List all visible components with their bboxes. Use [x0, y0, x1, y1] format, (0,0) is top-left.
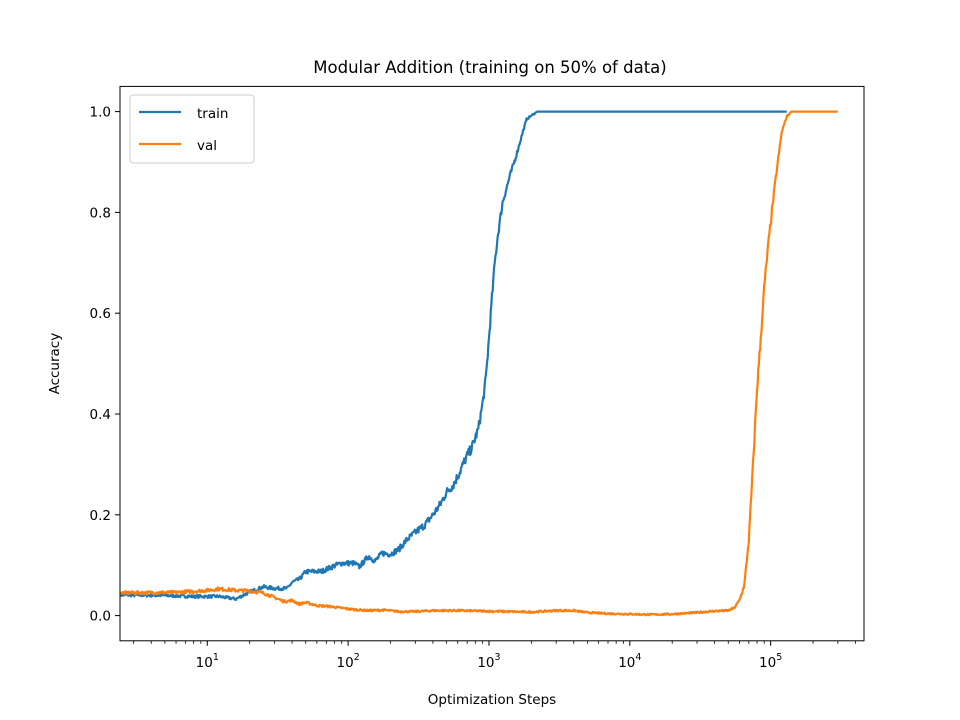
- y-tick-label: 0.6: [90, 306, 111, 322]
- plot-area: [119, 85, 865, 642]
- plot-frame: [119, 85, 865, 642]
- chart-title: Modular Addition (training on 50% of dat…: [313, 58, 666, 77]
- legend-label-val: val: [197, 138, 217, 154]
- legend-frame: [129, 94, 255, 164]
- x-tick-label: 105: [759, 652, 782, 671]
- y-tick-label: 1.0: [90, 105, 111, 121]
- y-tick-label: 0.2: [90, 508, 111, 524]
- x-axis-label: Optimization Steps: [428, 692, 556, 708]
- y-axis: 0.0 0.2 0.4 0.6 0.8 1.0: [90, 105, 120, 625]
- x-axis: 101 102 103 104 105: [133, 640, 856, 671]
- x-tick-label: 103: [477, 652, 500, 671]
- y-tick-label: 0.8: [90, 205, 111, 221]
- legend-label-train: train: [197, 106, 228, 122]
- y-tick-label: 0.4: [90, 407, 111, 423]
- x-tick-label: 102: [337, 652, 360, 671]
- x-tick-label: 104: [618, 652, 641, 671]
- series-line-train: [120, 110, 788, 601]
- series-line-val: [120, 110, 839, 617]
- y-tick-label: 0.0: [90, 609, 111, 625]
- legend: train val: [129, 94, 255, 164]
- x-tick-label: 101: [196, 652, 219, 671]
- y-axis-label: Accuracy: [47, 333, 63, 395]
- series-layer: [120, 110, 839, 617]
